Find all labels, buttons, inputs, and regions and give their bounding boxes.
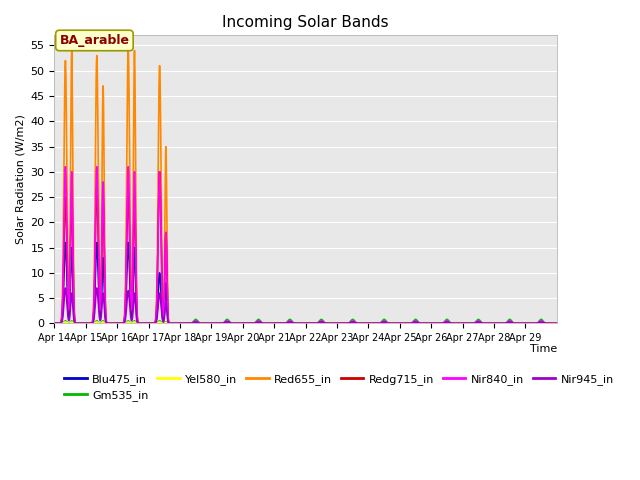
Red655_in [414,320,422,326]
Yel580_in [370,321,378,326]
Yel580_in [154,320,161,326]
Yel580_in [172,321,180,326]
Text: Time: Time [529,344,557,354]
Blu475_in [446,320,454,326]
Gm535_in [553,321,561,326]
Red655_in [477,320,484,325]
Nir840_in [61,164,69,169]
Nir945_in [477,320,484,325]
Red655_in [154,241,161,247]
Blu475_in [477,320,484,325]
Line: Gm535_in: Gm535_in [54,319,557,324]
Nir840_in [548,321,556,326]
Red655_in [68,48,76,53]
Title: Incoming Solar Bands: Incoming Solar Bands [222,15,389,30]
Legend: Blu475_in, Gm535_in, Yel580_in, Red655_in, Redg715_in, Nir840_in, Nir945_in: Blu475_in, Gm535_in, Yel580_in, Red655_i… [60,369,619,406]
Line: Nir945_in: Nir945_in [54,288,557,324]
Blu475_in [172,321,180,326]
Line: Nir840_in: Nir840_in [54,167,557,324]
Red655_in [548,321,556,326]
Gm535_in [537,316,545,322]
Gm535_in [414,319,422,324]
Gm535_in [172,321,180,326]
Nir945_in [51,321,58,326]
Yel580_in [477,320,484,326]
Yel580_in [414,320,422,326]
Text: BA_arable: BA_arable [60,34,129,47]
Gm535_in [476,318,484,324]
Redg715_in [548,321,556,326]
Yel580_in [51,321,58,326]
Blu475_in [414,320,422,326]
Nir840_in [446,320,454,326]
Line: Redg715_in: Redg715_in [54,172,557,324]
Redg715_in [156,169,163,175]
Line: Red655_in: Red655_in [54,50,557,324]
Blu475_in [553,321,561,326]
Red655_in [172,321,180,326]
Blu475_in [51,321,58,326]
Nir945_in [446,320,454,326]
Yel580_in [553,321,561,326]
Nir840_in [553,321,561,326]
Red655_in [51,321,58,326]
Redg715_in [553,321,561,326]
Blu475_in [154,305,161,311]
Nir945_in [414,320,422,326]
Blu475_in [548,321,556,326]
Nir945_in [172,321,180,326]
Yel580_in [68,319,76,325]
Nir840_in [172,321,180,326]
Y-axis label: Solar Radiation (W/m2): Solar Radiation (W/m2) [15,114,25,244]
Redg715_in [414,320,422,326]
Gm535_in [370,321,378,326]
Line: Yel580_in: Yel580_in [54,322,557,324]
Nir945_in [553,321,561,326]
Blu475_in [61,240,69,245]
Nir945_in [370,321,378,326]
Nir840_in [51,321,58,326]
Nir840_in [477,319,484,325]
Gm535_in [154,320,161,325]
Nir945_in [154,311,161,317]
Line: Blu475_in: Blu475_in [54,242,557,324]
Redg715_in [446,320,454,326]
Red655_in [553,321,561,326]
Red655_in [370,321,378,326]
Gm535_in [548,321,556,326]
Nir945_in [61,285,69,291]
Redg715_in [172,321,180,326]
Yel580_in [446,320,454,326]
Redg715_in [370,321,378,326]
Yel580_in [548,321,556,326]
Redg715_in [51,321,58,326]
Red655_in [446,320,454,326]
Nir945_in [548,321,556,326]
Nir840_in [370,321,378,326]
Redg715_in [477,320,484,325]
Blu475_in [370,321,378,326]
Gm535_in [446,320,454,325]
Nir840_in [154,274,161,279]
Redg715_in [154,281,161,287]
Nir840_in [414,320,422,325]
Gm535_in [51,321,58,326]
